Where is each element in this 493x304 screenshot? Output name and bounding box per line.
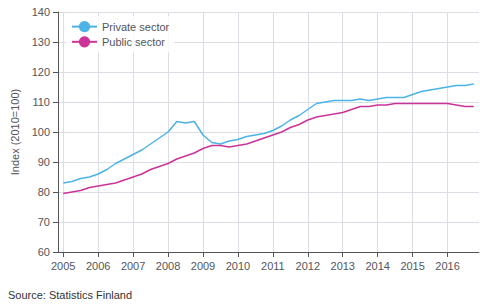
svg-text:Index (2010=100): Index (2010=100) [9, 89, 21, 176]
svg-text:Public sector: Public sector [102, 36, 165, 48]
svg-text:2012: 2012 [296, 260, 320, 272]
svg-text:80: 80 [38, 186, 50, 198]
svg-text:2007: 2007 [121, 260, 145, 272]
svg-text:2008: 2008 [156, 260, 180, 272]
svg-text:Source: Statistics Finland: Source: Statistics Finland [8, 289, 132, 301]
svg-text:2016: 2016 [435, 260, 459, 272]
svg-text:90: 90 [38, 156, 50, 168]
svg-text:60: 60 [38, 246, 50, 258]
svg-text:130: 130 [32, 36, 50, 48]
svg-text:2015: 2015 [400, 260, 424, 272]
svg-text:Private sector: Private sector [102, 21, 170, 33]
svg-text:100: 100 [32, 126, 50, 138]
svg-text:70: 70 [38, 216, 50, 228]
svg-text:2011: 2011 [261, 260, 285, 272]
svg-text:2014: 2014 [365, 260, 389, 272]
svg-text:2010: 2010 [226, 260, 250, 272]
svg-text:120: 120 [32, 66, 50, 78]
svg-text:2009: 2009 [191, 260, 215, 272]
svg-text:2005: 2005 [51, 260, 75, 272]
svg-text:2013: 2013 [331, 260, 355, 272]
svg-text:110: 110 [32, 96, 50, 108]
svg-text:140: 140 [32, 6, 50, 18]
svg-text:2006: 2006 [86, 260, 110, 272]
